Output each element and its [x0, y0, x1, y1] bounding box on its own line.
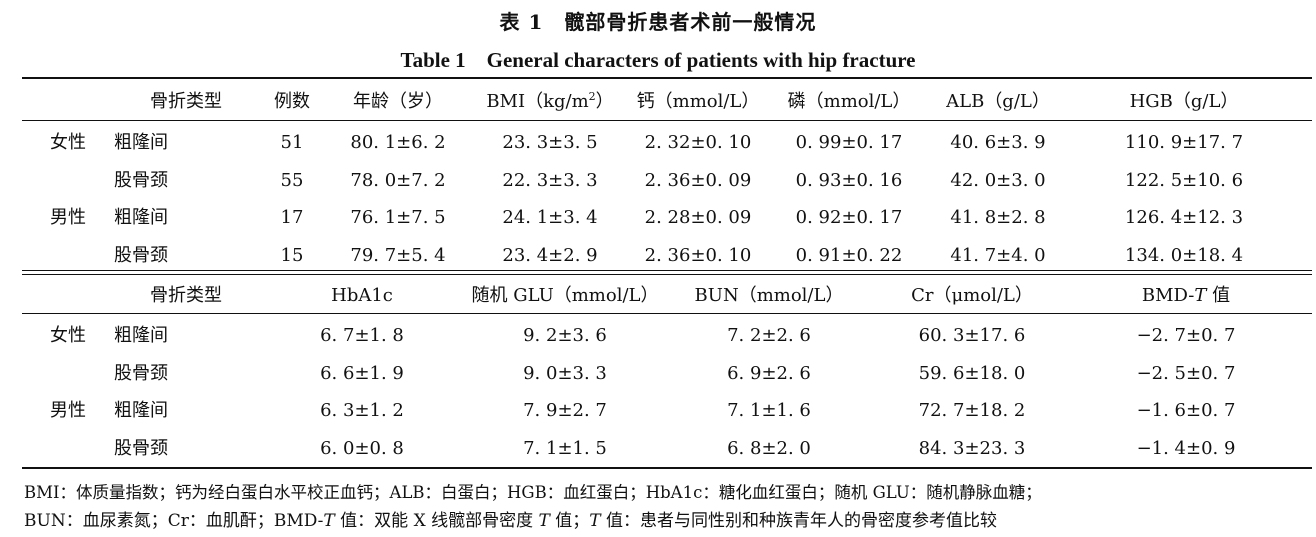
- cell-sex: 男性: [50, 400, 86, 421]
- cell-bmd: −2. 5±0. 7: [1136, 363, 1236, 384]
- table-title-cn: 表 1 髋部骨折患者术前一般情况: [499, 10, 817, 34]
- footnote-line-1: BMI：体质量指数；钙为经白蛋白水平校正血钙；ALB：白蛋白；HGB：血红蛋白；…: [24, 483, 1042, 502]
- cell-count: 15: [280, 245, 304, 266]
- cell-hgb: 134. 0±18. 4: [1124, 245, 1244, 266]
- cell-count: 51: [280, 132, 304, 153]
- cell-alb: 41. 7±4. 0: [950, 245, 1046, 266]
- cell-phosphorus: 0. 93±0. 16: [795, 170, 903, 191]
- col-header-hgb: HGB（g/L）: [1129, 91, 1239, 112]
- cell-sex: 男性: [50, 207, 86, 228]
- cell-glu: 9. 2±3. 6: [523, 325, 607, 346]
- cell-phosphorus: 0. 99±0. 17: [795, 132, 903, 153]
- cell-hba1c: 6. 0±0. 8: [320, 438, 404, 459]
- cell-bmi: 22. 3±3. 3: [502, 170, 598, 191]
- cell-age: 79. 7±5. 4: [350, 245, 446, 266]
- header2-rule: [22, 313, 1312, 314]
- cell-calcium: 2. 28±0. 09: [644, 207, 752, 228]
- cell-type: 粗隆间: [114, 207, 168, 228]
- bottom-rule: [22, 467, 1312, 469]
- col-header-bmd: BMD-T 值: [1141, 285, 1231, 306]
- cell-hba1c: 6. 3±1. 2: [320, 400, 404, 421]
- col-header-type: 骨折类型: [150, 285, 222, 306]
- cell-bmi: 23. 3±3. 5: [502, 132, 598, 153]
- table-title-en: Table 1 General characters of patients w…: [400, 48, 916, 72]
- col-header-type: 骨折类型: [150, 91, 222, 112]
- cell-cr: 60. 3±17. 6: [918, 325, 1026, 346]
- cell-bun: 6. 9±2. 6: [727, 363, 811, 384]
- footnote-line-2: BUN：血尿素氮；Cr：血肌酐；BMD-T 值：双能 X 线髋部骨密度 T 值；…: [24, 511, 997, 531]
- cell-type: 股骨颈: [114, 363, 168, 384]
- cell-type: 粗隆间: [114, 325, 168, 346]
- cell-glu: 7. 9±2. 7: [523, 400, 607, 421]
- col-header-glu: 随机 GLU（mmol/L）: [471, 285, 659, 306]
- cell-count: 55: [280, 170, 304, 191]
- cell-hba1c: 6. 7±1. 8: [320, 325, 404, 346]
- cell-sex: 女性: [50, 132, 86, 153]
- cell-phosphorus: 0. 92±0. 17: [795, 207, 903, 228]
- cell-cr: 59. 6±18. 0: [918, 363, 1026, 384]
- cell-calcium: 2. 36±0. 10: [644, 245, 752, 266]
- cell-alb: 41. 8±2. 8: [950, 207, 1046, 228]
- cell-type: 粗隆间: [114, 132, 168, 153]
- section-double-rule-b: [22, 274, 1312, 275]
- top-rule: [22, 77, 1312, 79]
- col-header-count: 例数: [274, 91, 310, 112]
- cell-bmi: 23. 4±2. 9: [502, 245, 598, 266]
- cell-bun: 7. 1±1. 6: [727, 400, 811, 421]
- col-header-calcium: 钙（mmol/L）: [636, 91, 760, 112]
- cell-alb: 42. 0±3. 0: [950, 170, 1046, 191]
- col-header-phosphorus: 磷（mmol/L）: [787, 91, 911, 112]
- cell-bmd: −1. 4±0. 9: [1136, 438, 1236, 459]
- cell-count: 17: [280, 207, 304, 228]
- cell-glu: 9. 0±3. 3: [523, 363, 607, 384]
- cell-hgb: 126. 4±12. 3: [1124, 207, 1244, 228]
- cell-calcium: 2. 36±0. 09: [644, 170, 752, 191]
- col-header-age: 年龄（岁）: [353, 91, 443, 112]
- cell-phosphorus: 0. 91±0. 22: [795, 245, 903, 266]
- header1-rule: [22, 120, 1312, 121]
- cell-bmd: −2. 7±0. 7: [1136, 325, 1236, 346]
- section-double-rule-a: [22, 270, 1312, 271]
- col-header-bun: BUN（mmol/L）: [694, 285, 844, 306]
- cell-bmd: −1. 6±0. 7: [1136, 400, 1236, 421]
- cell-age: 78. 0±7. 2: [350, 170, 446, 191]
- cell-type: 粗隆间: [114, 400, 168, 421]
- cell-hgb: 110. 9±17. 7: [1124, 132, 1244, 153]
- cell-bun: 7. 2±2. 6: [727, 325, 811, 346]
- cell-type: 股骨颈: [114, 245, 168, 266]
- cell-age: 76. 1±7. 5: [350, 207, 446, 228]
- cell-bmi: 24. 1±3. 4: [502, 207, 598, 228]
- cell-sex: 女性: [50, 325, 86, 346]
- cell-hba1c: 6. 6±1. 9: [320, 363, 404, 384]
- cell-type: 股骨颈: [114, 438, 168, 459]
- cell-hgb: 122. 5±10. 6: [1124, 170, 1244, 191]
- col-header-bmi: BMI（kg/m2）: [486, 90, 614, 112]
- cell-calcium: 2. 32±0. 10: [644, 132, 752, 153]
- cell-glu: 7. 1±1. 5: [523, 438, 607, 459]
- cell-cr: 84. 3±23. 3: [918, 438, 1026, 459]
- col-header-hba1c: HbA1c: [331, 285, 393, 306]
- col-header-alb: ALB（g/L）: [946, 91, 1050, 112]
- col-header-cr: Cr（μmol/L）: [911, 285, 1033, 306]
- cell-cr: 72. 7±18. 2: [918, 400, 1026, 421]
- cell-alb: 40. 6±3. 9: [950, 132, 1046, 153]
- cell-bun: 6. 8±2. 0: [727, 438, 811, 459]
- cell-age: 80. 1±6. 2: [350, 132, 446, 153]
- cell-type: 股骨颈: [114, 170, 168, 191]
